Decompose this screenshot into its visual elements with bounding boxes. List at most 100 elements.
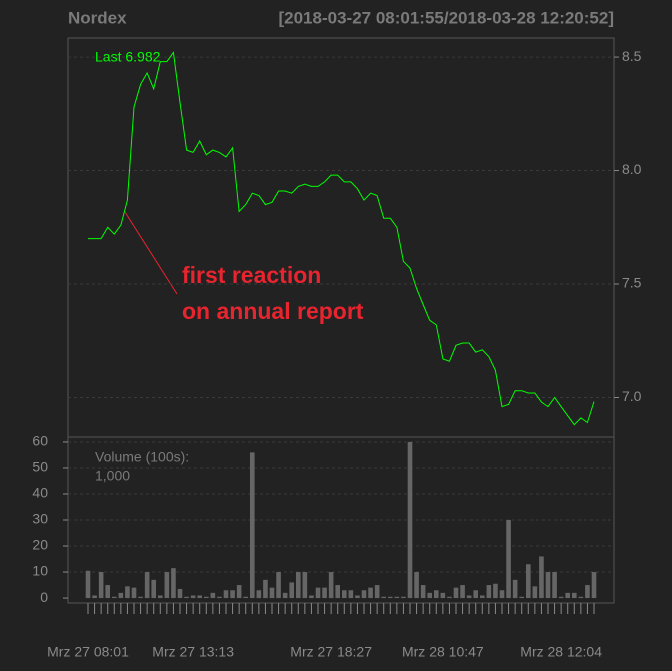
y-tick-label: 8.5 <box>622 48 642 64</box>
volume-bar <box>387 596 393 599</box>
volume-bar <box>177 588 183 599</box>
volume-last-label: 1,000 <box>95 468 130 484</box>
volume-bar <box>98 572 104 599</box>
chart-title: Nordex <box>68 8 127 27</box>
volume-bar <box>361 590 367 599</box>
volume-bar <box>348 590 354 599</box>
volume-label: Volume (100s): <box>95 449 189 465</box>
volume-bar <box>164 572 170 599</box>
volume-bar <box>420 585 426 599</box>
volume-bar <box>407 441 413 599</box>
volume-bar <box>565 592 571 599</box>
volume-bar <box>144 572 150 599</box>
volume-bar <box>355 595 360 599</box>
volume-bar <box>210 592 216 599</box>
volume-bar <box>105 585 111 599</box>
volume-bar <box>499 590 505 599</box>
annotation-arrow <box>124 211 178 295</box>
volume-bar <box>545 572 551 599</box>
volume-bar <box>335 585 341 599</box>
y-tick-label: 10 <box>32 563 48 579</box>
y-tick-label: 0 <box>40 589 48 605</box>
volume-bar <box>217 596 222 599</box>
volume-bar <box>453 587 459 599</box>
volume-bar <box>256 590 262 599</box>
y-tick-label: 7.5 <box>622 275 642 291</box>
volume-bar <box>263 579 268 599</box>
volume-bar <box>539 556 544 599</box>
volume-bar <box>289 582 295 599</box>
volume-bar <box>157 595 163 599</box>
volume-bar <box>447 596 452 599</box>
price-line <box>88 51 595 426</box>
volume-bar <box>322 587 327 599</box>
volume-bar <box>197 595 203 599</box>
volume-bar <box>506 520 511 599</box>
volume-bar <box>92 595 97 599</box>
volume-bar <box>302 572 308 599</box>
y-tick-label: 20 <box>32 537 48 553</box>
volume-bar <box>571 592 577 599</box>
volume-bar <box>512 579 518 599</box>
volume-bar <box>111 596 117 599</box>
y-tick-label: 30 <box>32 511 48 527</box>
volume-bar <box>466 595 472 599</box>
volume-bar <box>131 587 137 599</box>
volume-bar <box>151 579 157 599</box>
volume-bar <box>578 596 584 599</box>
volume-bar <box>433 590 439 599</box>
volume-bar <box>328 572 334 599</box>
volume-bar <box>223 590 229 599</box>
volume-bar <box>184 596 189 599</box>
volume-bar <box>427 592 433 599</box>
volume-bar <box>269 587 275 599</box>
y-tick-label: 60 <box>32 433 48 449</box>
y-tick-label: 50 <box>32 459 48 475</box>
annotation: on annual report <box>182 298 364 324</box>
y-tick-label: 7.0 <box>622 388 642 404</box>
volume-bar <box>414 572 419 599</box>
volume-bar <box>401 596 406 599</box>
volume-bar <box>552 572 557 599</box>
volume-bar <box>295 572 301 599</box>
volume-bar <box>341 590 347 599</box>
volume-bar <box>368 587 373 599</box>
volume-bar <box>493 583 498 599</box>
x-tick-label: Mrz 27 18:27 <box>290 644 372 660</box>
volume-bar <box>479 595 485 599</box>
volume-bar <box>440 592 446 599</box>
volume-bar <box>118 592 124 599</box>
x-tick-label: Mrz 28 10:47 <box>402 644 484 660</box>
x-tick-label: Mrz 27 13:13 <box>152 644 234 660</box>
volume-bar <box>374 585 380 599</box>
volume-bar <box>381 596 387 599</box>
volume-bar <box>460 585 465 599</box>
volume-bar <box>138 596 143 599</box>
volume-bar <box>230 590 235 599</box>
volume-bar <box>309 595 314 599</box>
volume-bar <box>282 592 288 599</box>
volume-bar <box>591 572 597 599</box>
x-tick-label: Mrz 28 12:04 <box>520 644 602 660</box>
volume-bar <box>532 586 538 599</box>
volume-bar <box>125 586 130 599</box>
volume-bar <box>171 568 176 599</box>
volume-bar <box>276 572 281 599</box>
volume-bar <box>249 452 255 599</box>
x-tick-label: Mrz 27 08:01 <box>47 644 129 660</box>
last-label: Last 6.982 <box>95 49 161 65</box>
volume-bar <box>243 596 249 599</box>
volume-bar <box>585 585 590 599</box>
volume-bar <box>519 596 525 599</box>
y-tick-label: 8.0 <box>622 161 642 177</box>
volume-bar <box>190 595 196 599</box>
volume-bar <box>394 596 400 599</box>
volume-bar <box>85 570 91 599</box>
volume-bar <box>236 585 242 599</box>
volume-bar <box>473 590 479 599</box>
volume-bar <box>315 587 321 599</box>
volume-bar <box>203 596 209 599</box>
y-tick-label: 40 <box>32 485 48 501</box>
